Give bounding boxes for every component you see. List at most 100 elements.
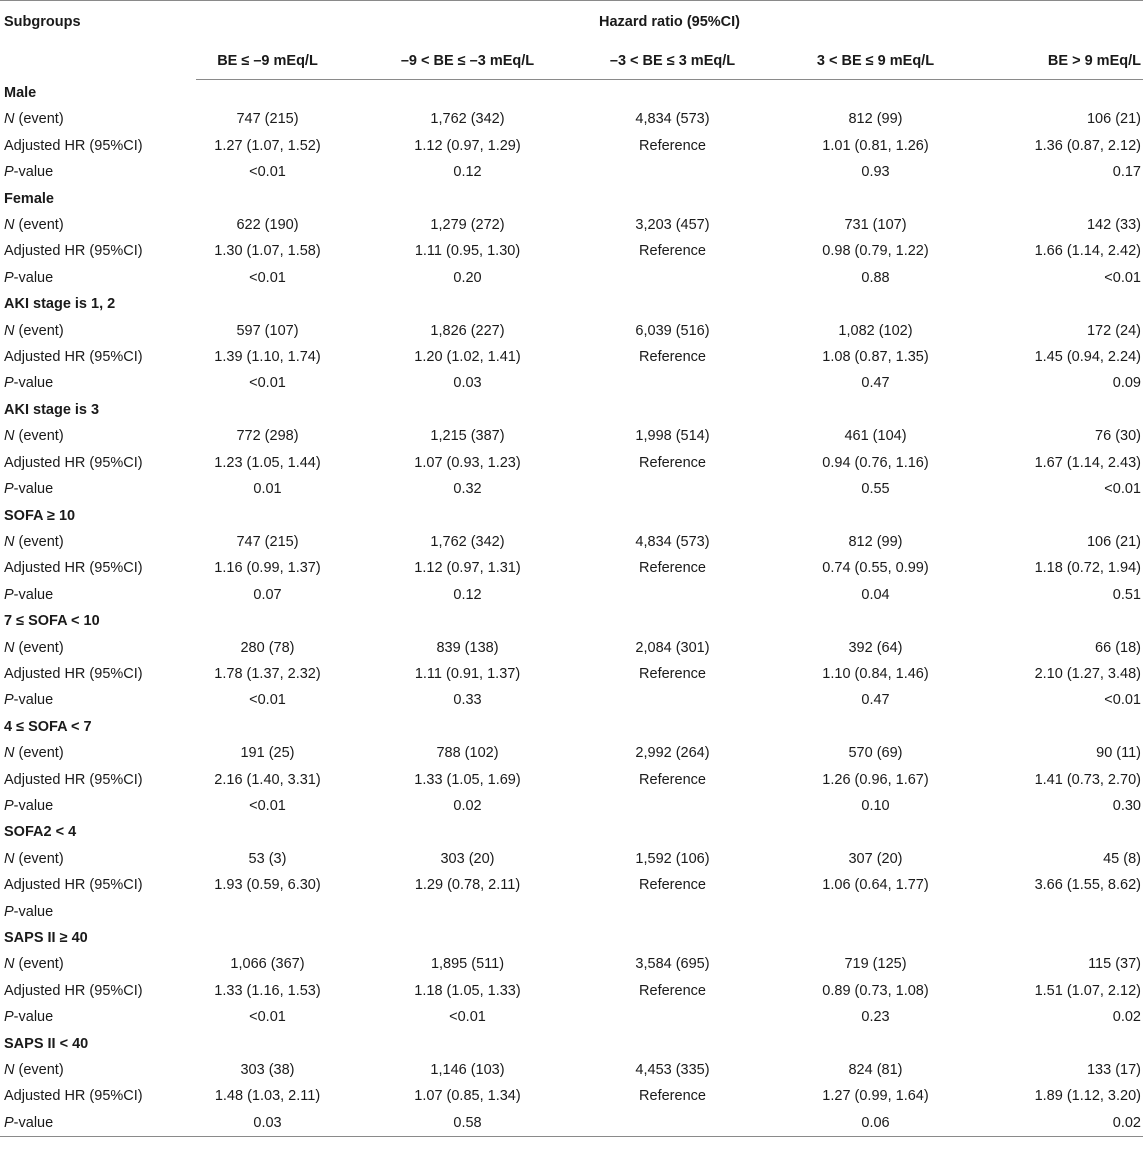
table-cell: 1,895 (511) bbox=[430, 956, 505, 973]
table-cell: 1,826 (227) bbox=[430, 322, 505, 339]
table-cell bbox=[759, 899, 962, 925]
table-cell: <0.01 bbox=[249, 164, 286, 181]
adjusted-hr-row: Adjusted HR (95%CI) 2.16 (1.40, 3.31) 1.33… bbox=[0, 767, 1143, 793]
table-cell: 303 (38) bbox=[240, 1062, 295, 1079]
row-label-italic: N bbox=[4, 956, 15, 973]
row-label-italic: N bbox=[4, 322, 15, 339]
subgroup-header-row: SOFA2 < 4 bbox=[0, 819, 1143, 845]
table-cell: 1.33 (1.16, 1.53) bbox=[214, 982, 321, 999]
table-cell: 1.12 (0.97, 1.31) bbox=[414, 560, 521, 577]
table-cell: 303 (20) bbox=[440, 850, 495, 867]
p-value-row: P-value 0.07 0.12 0.04 0.51 bbox=[0, 582, 1143, 608]
row-label-text: -value bbox=[13, 797, 54, 814]
table-cell: <0.01 bbox=[249, 269, 286, 286]
subgroup-name: 4 ≤ SOFA < 7 bbox=[4, 718, 92, 735]
table-cell: 2,084 (301) bbox=[635, 639, 710, 656]
table-cell bbox=[546, 793, 759, 819]
table-cell bbox=[962, 899, 1143, 925]
row-label-text: Adjusted HR (95%CI) bbox=[4, 137, 143, 154]
n-event-row: N (event) 1,066 (367) 1,895 (511) 3,584 (69… bbox=[0, 951, 1143, 977]
table-cell: 719 (125) bbox=[844, 956, 907, 973]
row-label-italic: P bbox=[4, 903, 14, 920]
subgroup-header-row: SAPS II < 40 bbox=[0, 1031, 1143, 1057]
table-cell: 142 (33) bbox=[1086, 217, 1141, 234]
row-label-text: (event) bbox=[14, 639, 64, 656]
table-cell: 1.06 (0.64, 1.77) bbox=[822, 877, 929, 894]
table-cell: Reference bbox=[639, 771, 706, 788]
table-cell: 1.10 (0.84, 1.46) bbox=[822, 665, 929, 682]
n-event-row: N (event) 772 (298) 1,215 (387) 1,998 (514)… bbox=[0, 423, 1143, 449]
subgroup-name: Female bbox=[4, 190, 54, 207]
table-cell: 0.93 bbox=[861, 164, 890, 181]
table-cell: <0.01 bbox=[449, 1009, 486, 1026]
row-label-italic: N bbox=[4, 217, 15, 234]
table-cell: <0.01 bbox=[249, 797, 286, 814]
adjusted-hr-row: Adjusted HR (95%CI) 1.78 (1.37, 2.32) 1.11… bbox=[0, 661, 1143, 687]
hazard-ratio-header: Hazard ratio (95%CI) bbox=[196, 0, 1143, 43]
table-cell: 4,453 (335) bbox=[635, 1062, 710, 1079]
column-header: 3 < BE ≤ 9 mEq/L bbox=[759, 43, 962, 80]
table-cell: 747 (215) bbox=[236, 111, 299, 128]
table-cell: 0.20 bbox=[453, 269, 482, 286]
table-cell: 1.18 (1.05, 1.33) bbox=[414, 982, 521, 999]
table-cell: 1.01 (0.81, 1.26) bbox=[822, 137, 929, 154]
row-label-italic: P bbox=[4, 164, 14, 181]
row-label: N (event) bbox=[0, 529, 196, 555]
table-cell: 6,039 (516) bbox=[635, 322, 710, 339]
p-value-row: P-value <0.01 <0.01 0.23 0.02 bbox=[0, 1004, 1143, 1030]
table-cell: <0.01 bbox=[1104, 269, 1141, 286]
table-cell bbox=[546, 1004, 759, 1030]
table-cell: 622 (190) bbox=[236, 217, 299, 234]
table-cell: 1.39 (1.10, 1.74) bbox=[214, 349, 321, 366]
table-cell: 1.27 (0.99, 1.64) bbox=[822, 1088, 929, 1105]
table-cell: 0.07 bbox=[253, 586, 282, 603]
p-value-row: P-value bbox=[0, 899, 1143, 925]
subgroup-name: SAPS II < 40 bbox=[4, 1035, 89, 1052]
row-label-text: -value bbox=[13, 903, 54, 920]
row-label-italic: P bbox=[4, 1114, 14, 1131]
table-cell: 76 (30) bbox=[1095, 428, 1141, 445]
table-cell: 1.23 (1.05, 1.44) bbox=[214, 454, 321, 471]
adjusted-hr-row: Adjusted HR (95%CI) 1.27 (1.07, 1.52) 1.12… bbox=[0, 133, 1143, 159]
table-cell: 1.33 (1.05, 1.69) bbox=[414, 771, 521, 788]
table-cell: Reference bbox=[639, 137, 706, 154]
table-cell: Reference bbox=[639, 982, 706, 999]
table-cell: 747 (215) bbox=[236, 533, 299, 550]
row-label-text: Adjusted HR (95%CI) bbox=[4, 454, 143, 471]
subgroup-header-row: AKI stage is 1, 2 bbox=[0, 291, 1143, 317]
subgroup-name: SOFA ≥ 10 bbox=[4, 507, 76, 524]
table-cell: 0.32 bbox=[453, 481, 482, 498]
row-label-italic: N bbox=[4, 428, 15, 445]
row-label-text: (event) bbox=[14, 322, 64, 339]
table-cell: 0.98 (0.79, 1.22) bbox=[822, 243, 929, 260]
row-label-italic: N bbox=[4, 639, 15, 656]
table-cell: Reference bbox=[639, 243, 706, 260]
n-event-row: N (event) 747 (215) 1,762 (342) 4,834 (573)… bbox=[0, 106, 1143, 132]
table-cell: 0.33 bbox=[453, 692, 482, 709]
table-cell: 1,279 (272) bbox=[430, 217, 505, 234]
p-value-row: P-value <0.01 0.02 0.10 0.30 bbox=[0, 793, 1143, 819]
table-cell: 0.47 bbox=[861, 692, 890, 709]
p-value-row: P-value <0.01 0.33 0.47 <0.01 bbox=[0, 687, 1143, 713]
table-cell: 1.07 (0.85, 1.34) bbox=[414, 1088, 521, 1105]
table-cell: 53 (3) bbox=[248, 850, 287, 867]
row-label: Adjusted HR (95%CI) bbox=[0, 450, 196, 476]
subgroup-name: AKI stage is 1, 2 bbox=[4, 296, 116, 313]
row-label-text: Adjusted HR (95%CI) bbox=[4, 877, 143, 894]
table-cell bbox=[546, 265, 759, 291]
row-label: Adjusted HR (95%CI) bbox=[0, 344, 196, 370]
adjusted-hr-row: Adjusted HR (95%CI) 1.16 (0.99, 1.37) 1.12… bbox=[0, 555, 1143, 581]
p-value-row: P-value <0.01 0.20 0.88 <0.01 bbox=[0, 265, 1143, 291]
adjusted-hr-row: Adjusted HR (95%CI) 1.93 (0.59, 6.30) 1.29… bbox=[0, 872, 1143, 898]
p-value-row: P-value <0.01 0.12 0.93 0.17 bbox=[0, 159, 1143, 185]
row-label-text: -value bbox=[13, 269, 54, 286]
subgroup-header-row: Male bbox=[0, 80, 1143, 107]
table-cell: 0.03 bbox=[453, 375, 482, 392]
table-cell: 1.48 (1.03, 2.11) bbox=[214, 1088, 321, 1105]
table-cell: Reference bbox=[639, 454, 706, 471]
table-cell: 1,762 (342) bbox=[430, 111, 505, 128]
table-cell: 45 (8) bbox=[1103, 850, 1141, 867]
row-label: Adjusted HR (95%CI) bbox=[0, 767, 196, 793]
table-cell: 392 (64) bbox=[848, 639, 903, 656]
row-label-italic: P bbox=[4, 481, 14, 498]
